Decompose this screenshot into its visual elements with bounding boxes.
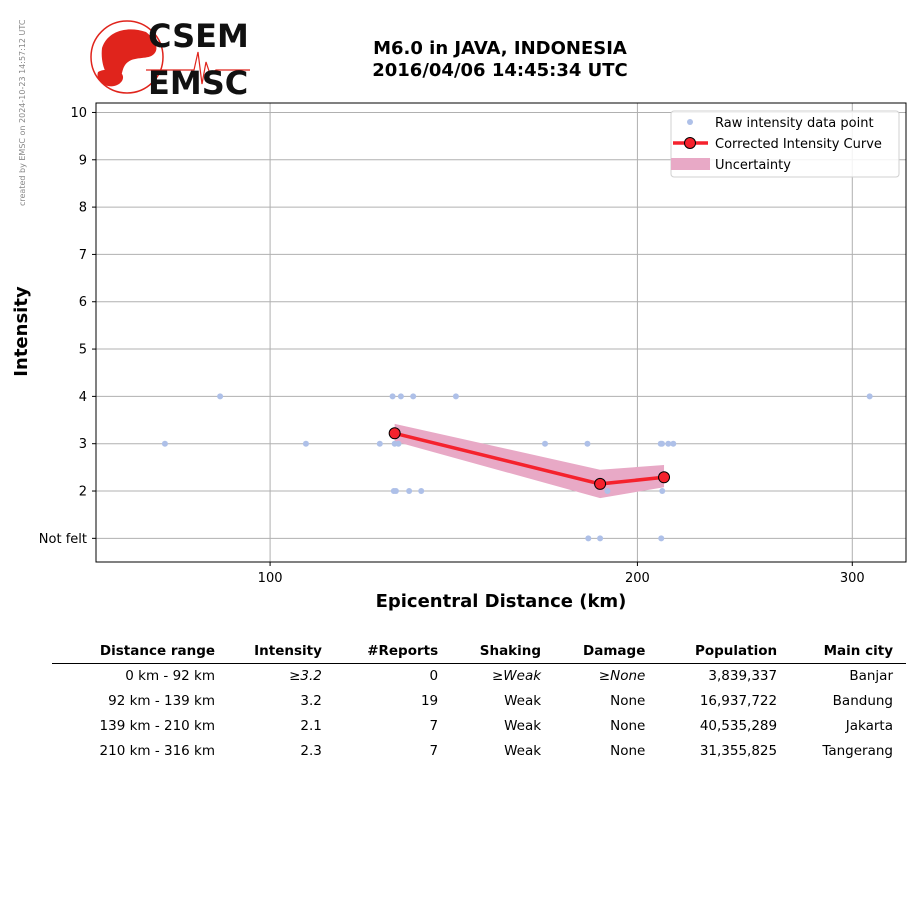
cell-shaking: Weak xyxy=(504,693,542,709)
legend-raw-swatch xyxy=(687,119,693,125)
raw-data-point xyxy=(410,393,417,400)
raw-data-point xyxy=(585,535,592,542)
cell-damage: None xyxy=(610,743,646,759)
cell-population: 3,839,337 xyxy=(708,668,778,684)
cell-shaking: ≥Weak xyxy=(492,668,542,684)
raw-data-point xyxy=(302,440,309,447)
y-tick-label: Not felt xyxy=(39,532,87,547)
cell-intensity: 2.1 xyxy=(300,718,322,734)
table-row: 0 km - 92 km ≥3.2 0 ≥Weak ≥None 3,839,33… xyxy=(52,664,906,690)
header-distance-range: Distance range xyxy=(52,640,224,664)
y-tick-label: 6 xyxy=(79,295,87,310)
legend-uncertainty-label: Uncertainty xyxy=(715,158,791,173)
raw-data-point xyxy=(161,440,168,447)
cell-population: 40,535,289 xyxy=(699,718,778,734)
header-intensity: Intensity xyxy=(223,640,335,664)
table-header-row: Distance range Intensity #Reports Shakin… xyxy=(52,640,906,664)
plot-frame xyxy=(95,102,907,563)
y-axis-label: Intensity xyxy=(11,286,32,377)
cell-intensity: 2.3 xyxy=(300,743,322,759)
header-population: Population xyxy=(658,640,791,664)
raw-data-point xyxy=(658,535,665,542)
legend-curve-label: Corrected Intensity Curve xyxy=(715,137,882,152)
table-row: 210 km - 316 km 2.3 7 Weak None 31,355,8… xyxy=(52,739,906,764)
x-tick-label: 100 xyxy=(258,571,283,586)
raw-data-point xyxy=(389,393,396,400)
logo-top-text: CSEM xyxy=(148,18,249,55)
cell-distance: 210 km - 316 km xyxy=(99,743,216,759)
cell-reports: 0 xyxy=(429,668,439,684)
cell-reports: 7 xyxy=(429,718,439,734)
corrected-intensity-marker xyxy=(594,477,607,490)
y-tick-label: 10 xyxy=(70,106,87,121)
x-axis-label: Epicentral Distance (km) xyxy=(376,591,627,612)
cell-distance: 139 km - 210 km xyxy=(99,718,216,734)
cell-distance: 0 km - 92 km xyxy=(125,668,216,684)
raw-data-point xyxy=(542,440,549,447)
cell-intensity: ≥3.2 xyxy=(289,668,322,684)
raw-data-point xyxy=(452,393,459,400)
raw-data-point xyxy=(659,488,666,495)
raw-data-point xyxy=(665,440,672,447)
cell-damage: None xyxy=(610,718,646,734)
cell-city: Jakarta xyxy=(845,718,893,734)
raw-data-point xyxy=(376,440,383,447)
y-tick-label: 4 xyxy=(79,390,87,405)
cell-shaking: Weak xyxy=(504,718,542,734)
x-tick-label: 200 xyxy=(625,571,650,586)
legend-box xyxy=(670,110,900,178)
legend-uncertainty-swatch xyxy=(671,158,710,170)
chart-subtitle: 2016/04/06 14:45:34 UTC xyxy=(372,60,628,81)
raw-data-point xyxy=(418,488,425,495)
y-tick-label: 7 xyxy=(79,248,87,263)
raw-data-point xyxy=(866,393,873,400)
cell-reports: 19 xyxy=(420,693,439,709)
legend-curve-swatch-marker xyxy=(684,137,696,149)
raw-data-point xyxy=(397,393,404,400)
y-tick-label: 9 xyxy=(79,153,87,168)
raw-data-point xyxy=(406,488,413,495)
table-row: 92 km - 139 km 3.2 19 Weak None 16,937,7… xyxy=(52,689,906,714)
raw-data-point xyxy=(584,440,591,447)
y-tick-label: 5 xyxy=(79,343,87,358)
corrected-intensity-marker xyxy=(658,471,671,484)
raw-data-point xyxy=(395,440,402,447)
cell-shaking: Weak xyxy=(504,743,542,759)
cell-damage: None xyxy=(610,693,646,709)
raw-data-point xyxy=(597,535,604,542)
cell-city: Bandung xyxy=(832,693,893,709)
header-reports: #Reports xyxy=(334,640,452,664)
intensity-chart: Not felt 2 3 4 5 6 7 8 9 10 100 200 300 Epicentral Di… xyxy=(11,102,907,612)
cell-intensity: 3.2 xyxy=(300,693,322,709)
uncertainty-band xyxy=(394,423,665,499)
raw-data-point xyxy=(604,488,611,495)
cell-reports: 7 xyxy=(429,743,439,759)
legend-raw-label: Raw intensity data point xyxy=(715,116,874,131)
corrected-intensity-marker xyxy=(388,427,401,440)
x-tick-label: 300 xyxy=(840,571,865,586)
raw-data-point xyxy=(217,393,224,400)
cell-city: Banjar xyxy=(849,668,893,684)
y-tick-label: 2 xyxy=(79,485,87,500)
y-tick-label: 3 xyxy=(79,437,87,452)
logo-bottom-text: EMSC xyxy=(148,64,248,100)
raw-data-point xyxy=(659,440,666,447)
raw-data-point xyxy=(670,440,677,447)
intensity-summary-table: Distance range Intensity #Reports Shakin… xyxy=(52,640,906,764)
raw-data-point xyxy=(392,488,399,495)
table-row: 139 km - 210 km 2.1 7 Weak None 40,535,2… xyxy=(52,714,906,739)
cell-population: 31,355,825 xyxy=(699,743,778,759)
cell-damage: ≥None xyxy=(598,668,646,684)
chart-title: M6.0 in JAVA, INDONESIA xyxy=(373,38,627,59)
y-tick-label: 8 xyxy=(79,201,87,216)
header-shaking: Shaking xyxy=(451,640,555,664)
cell-city: Tangerang xyxy=(822,743,893,759)
header-main-city: Main city xyxy=(790,640,906,664)
cell-distance: 92 km - 139 km xyxy=(108,693,216,709)
emsc-logo: CSEM EMSC xyxy=(90,18,250,100)
cell-population: 16,937,722 xyxy=(699,693,778,709)
header-damage: Damage xyxy=(554,640,659,664)
